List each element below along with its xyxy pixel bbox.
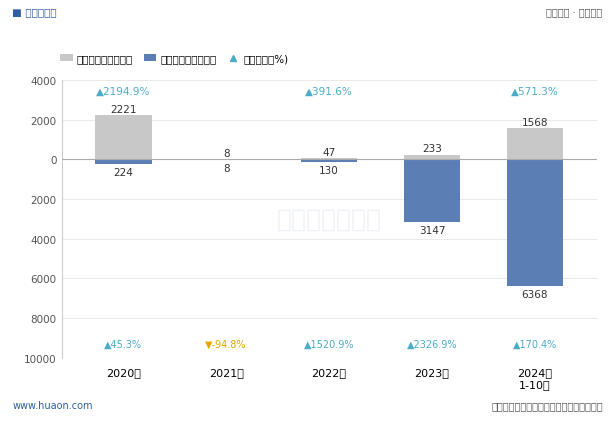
Bar — [95, 116, 151, 160]
Text: ▲2194.9%: ▲2194.9% — [96, 87, 151, 97]
Bar — [301, 160, 357, 163]
Text: 224: 224 — [113, 167, 133, 177]
Text: ▲170.4%: ▲170.4% — [513, 339, 557, 349]
Text: ▲571.3%: ▲571.3% — [511, 87, 558, 97]
Text: ■ 华经情报网: ■ 华经情报网 — [12, 7, 57, 17]
Bar — [507, 160, 563, 286]
Text: 2221: 2221 — [110, 104, 137, 115]
Text: 130: 130 — [319, 166, 339, 176]
Text: ▲2326.9%: ▲2326.9% — [407, 339, 457, 349]
Text: 8: 8 — [223, 163, 229, 173]
Bar — [507, 129, 563, 160]
Text: 47: 47 — [322, 147, 336, 158]
Text: www.huaon.com: www.huaon.com — [12, 400, 93, 410]
Text: 1568: 1568 — [522, 118, 548, 127]
Bar — [301, 159, 357, 160]
Text: 6368: 6368 — [522, 289, 548, 299]
Legend: 出口总额（千美元）, 进口总额（千美元）, 同比增速（%): 出口总额（千美元）, 进口总额（千美元）, 同比增速（%) — [56, 50, 293, 69]
Text: 8: 8 — [223, 148, 229, 158]
Bar — [403, 160, 460, 222]
Text: 2020-2024年10月天津蓟州保税物流中心进、出口额: 2020-2024年10月天津蓟州保税物流中心进、出口额 — [150, 36, 465, 54]
Text: ▲1520.9%: ▲1520.9% — [304, 339, 354, 349]
Text: 华经产业研究院: 华经产业研究院 — [277, 207, 381, 231]
Text: 233: 233 — [422, 144, 442, 154]
Text: ▼-94.8%: ▼-94.8% — [205, 339, 247, 349]
Text: 3147: 3147 — [419, 225, 445, 235]
Text: ▲391.6%: ▲391.6% — [305, 87, 353, 97]
Bar — [95, 160, 151, 164]
Text: 资料来源：中国海关，华经产业研究院整理: 资料来源：中国海关，华经产业研究院整理 — [491, 400, 603, 410]
Text: 专业严谨 · 客观科学: 专业严谨 · 客观科学 — [547, 7, 603, 17]
Text: ▲45.3%: ▲45.3% — [104, 339, 142, 349]
Bar — [403, 155, 460, 160]
